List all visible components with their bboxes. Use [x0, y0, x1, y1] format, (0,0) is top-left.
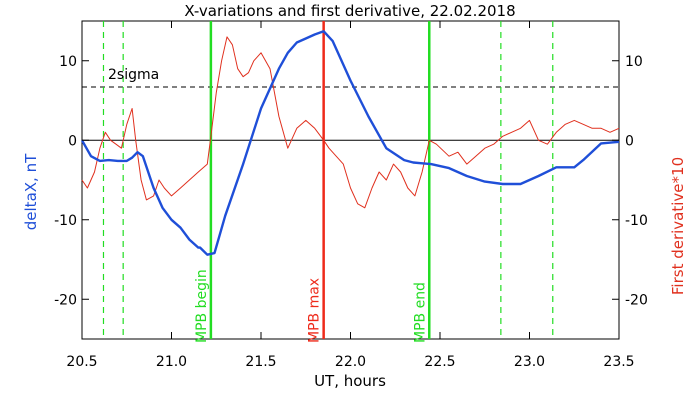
- y-tick-label-left: 10: [59, 54, 77, 70]
- y-tick-label-right: -10: [625, 213, 648, 229]
- y-axis-right-title: First derivative*10: [669, 157, 687, 295]
- y-tick-label-left: 0: [68, 133, 77, 149]
- series-line: [81, 36, 620, 209]
- x-axis-title: UT, hours: [314, 372, 386, 390]
- chart-title: X-variations and first derivative, 22.02…: [184, 2, 515, 20]
- mpb-label: MPB begin: [194, 269, 210, 343]
- x-tick-label: 22.5: [424, 354, 455, 370]
- marker-lines: MPB begin MPB max MPB end: [102, 21, 554, 343]
- x-tick-label: 21.5: [245, 354, 276, 370]
- y-tick-label-left: -20: [54, 292, 77, 308]
- axis-ticks: 20.5 21.0 21.5 22.0 22.5 23.0 23.5 -20 -10 0 10 -20…: [54, 21, 648, 370]
- x-tick-label: 22.0: [335, 354, 366, 370]
- reference-lines: [82, 86, 619, 141]
- x-tick-label: 20.5: [66, 354, 97, 370]
- plot-area: MPB begin MPB max MPB end 20.5 21.0 21.5 22.0…: [54, 20, 648, 370]
- y-axis-left-title: deltaX, nT: [22, 153, 40, 230]
- x-tick-label: 23.0: [514, 354, 545, 370]
- x-tick-label: 23.5: [603, 354, 634, 370]
- plot-frame: [81, 20, 620, 340]
- y-tick-label-left: -10: [54, 213, 77, 229]
- y-tick-label-right: 10: [625, 54, 643, 70]
- x-tick-label: 21.0: [156, 354, 187, 370]
- mpb-label: MPB end: [412, 282, 428, 343]
- series-layer: [80, 30, 620, 256]
- y-tick-label-right: 0: [625, 133, 634, 149]
- y-tick-label-right: -20: [625, 292, 648, 308]
- series-line: [80, 30, 620, 256]
- mpb-label: MPB max: [307, 278, 323, 343]
- threshold-label: 2sigma: [108, 67, 159, 83]
